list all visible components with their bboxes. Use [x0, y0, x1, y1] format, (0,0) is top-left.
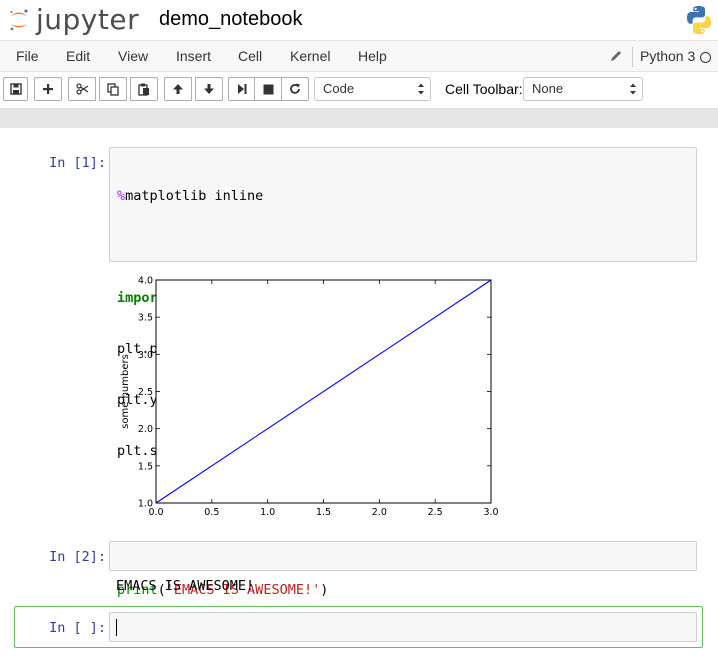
cut-button[interactable]: [68, 77, 96, 101]
arrow-up-icon: [173, 84, 183, 94]
code-line: [117, 239, 696, 256]
plus-icon: [43, 84, 53, 94]
cell-prompt: In [ ]:: [49, 620, 106, 636]
move-up-button[interactable]: [164, 77, 192, 101]
jupyter-logo-text: jupyter: [36, 3, 140, 36]
arrow-down-icon: [204, 84, 214, 94]
copy-icon: [107, 82, 119, 96]
code-editor[interactable]: print('EMACS IS AWESOME!'): [117, 548, 696, 633]
menu-cell[interactable]: Cell: [238, 48, 263, 64]
paste-button[interactable]: [130, 77, 158, 101]
kernel-separator: [632, 47, 633, 67]
y-tick-label: 2.0: [138, 424, 153, 435]
save-button[interactable]: [3, 77, 28, 101]
kernel-idle-indicator-icon: [700, 52, 711, 63]
series-line: [155, 279, 492, 504]
cell-toolbar-label: Cell Toolbar:: [445, 81, 523, 97]
restart-kernel-button[interactable]: [281, 77, 309, 101]
select-arrows-icon: [418, 83, 424, 95]
insert-cell-button[interactable]: [34, 77, 62, 101]
menu-help[interactable]: Help: [358, 48, 387, 64]
cell-output-stream: EMACS IS AWESOME!: [116, 578, 255, 594]
notebook-name[interactable]: demo_notebook: [159, 8, 303, 30]
cell-prompt: In [1]:: [49, 155, 106, 171]
cell-toolbar-value: None: [532, 81, 564, 96]
x-tick-label: 3.0: [483, 507, 498, 518]
cell-toolbar-select[interactable]: None: [523, 77, 643, 101]
toolbar: Code Cell Toolbar: None: [0, 72, 718, 108]
x-tick-label: 0.5: [204, 507, 219, 518]
menu-view[interactable]: View: [118, 48, 149, 64]
copy-button[interactable]: [99, 77, 127, 101]
save-icon: [9, 83, 22, 95]
interrupt-kernel-button[interactable]: [254, 77, 282, 101]
edit-mode-pencil-icon: [611, 51, 621, 61]
y-tick-label: 2.5: [138, 387, 153, 398]
header: jupyter demo_notebook: [0, 0, 718, 40]
selected-cell-border: [14, 606, 703, 648]
select-arrows-icon: [630, 83, 636, 95]
kernel-name: Python 3: [640, 48, 696, 64]
menu-file[interactable]: File: [16, 48, 39, 64]
y-tick-label: 1.5: [138, 461, 153, 472]
x-tick-label: 1.0: [260, 507, 275, 518]
x-tick-label: 0.0: [148, 507, 163, 518]
menu-insert[interactable]: Insert: [176, 48, 212, 64]
python-logo-icon: [687, 6, 711, 34]
cell-prompt: In [2]:: [49, 549, 106, 565]
menubar: File Edit View Insert Cell Kernel Help P…: [0, 40, 718, 72]
x-tick-label: 2.5: [428, 507, 443, 518]
paste-icon: [138, 83, 149, 96]
jupyter-logo-icon: [10, 9, 28, 31]
code-cell-input[interactable]: print('EMACS IS AWESOME!'): [109, 541, 697, 598]
jupyter-logo[interactable]: jupyter: [8, 3, 139, 37]
y-tick-label: 3.5: [138, 313, 153, 324]
x-tick-label: 2.0: [372, 507, 387, 518]
scissors-icon: [75, 83, 88, 95]
refresh-icon: [290, 83, 300, 94]
run-cell-button[interactable]: [228, 77, 256, 101]
code-cell-input[interactable]: %matplotlib inline import matplotlib.pyp…: [109, 147, 697, 459]
y-tick-label: 1.0: [138, 499, 153, 510]
x-tick-label: 1.5: [316, 507, 331, 518]
code-line: print('EMACS IS AWESOME!'): [117, 582, 329, 598]
code-cell-input[interactable]: [109, 612, 697, 642]
stop-icon: [263, 84, 273, 94]
y-tick-label: 3.0: [138, 350, 153, 361]
y-tick-label: 4.0: [138, 276, 153, 287]
line-chart: 0.0 0.5 1.0 1.5 2.0 2.5 3.0 1.0 1.5 2.0 2.5 3.0 3.5 4…: [120, 276, 499, 519]
y-axis-label: some numbers: [120, 354, 131, 429]
menu-kernel[interactable]: Kernel: [290, 48, 331, 64]
cell-type-select[interactable]: Code: [314, 77, 431, 101]
menu-edit[interactable]: Edit: [66, 48, 91, 64]
step-forward-icon: [238, 84, 247, 94]
move-down-button[interactable]: [195, 77, 223, 101]
cell-type-value: Code: [323, 81, 355, 96]
code-line: %matplotlib inline: [117, 188, 264, 204]
text-cursor: [116, 619, 117, 636]
notebook-header-divider: [0, 108, 718, 128]
